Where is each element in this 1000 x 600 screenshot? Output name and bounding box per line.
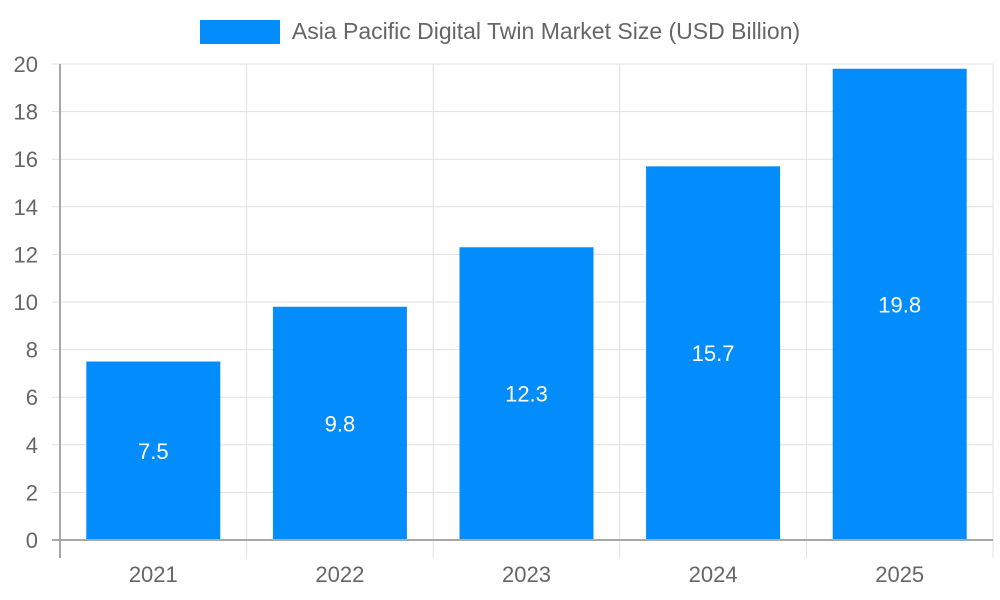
x-tick-label: 2021 xyxy=(129,562,178,587)
x-tick-label: 2023 xyxy=(502,562,551,587)
bar-value-label: 12.3 xyxy=(505,382,548,407)
y-tick-label: 20 xyxy=(14,52,38,77)
y-tick-label: 0 xyxy=(26,528,38,553)
y-tick-label: 16 xyxy=(14,147,38,172)
y-tick-label: 8 xyxy=(26,338,38,363)
x-tick-label: 2024 xyxy=(689,562,738,587)
y-tick-label: 2 xyxy=(26,480,38,505)
bar-2023[interactable] xyxy=(459,247,594,540)
bar-value-label: 7.5 xyxy=(138,439,169,464)
legend-swatch[interactable] xyxy=(199,19,280,44)
chart-legend: Asia Pacific Digital Twin Market Size (U… xyxy=(0,18,1000,45)
legend-label[interactable]: Asia Pacific Digital Twin Market Size (U… xyxy=(291,18,801,44)
y-tick-label: 10 xyxy=(14,290,38,315)
bar-2021[interactable] xyxy=(86,361,221,541)
bar-2025[interactable] xyxy=(832,68,967,540)
bar-2022[interactable] xyxy=(272,306,407,540)
y-tick-label: 4 xyxy=(26,433,38,458)
y-tick-label: 14 xyxy=(14,195,38,220)
y-tick-label: 12 xyxy=(14,242,38,267)
y-tick-label: 18 xyxy=(14,100,38,125)
bar-value-label: 9.8 xyxy=(325,411,356,436)
bar-2024[interactable] xyxy=(646,166,781,540)
y-tick-label: 6 xyxy=(26,385,38,410)
x-tick-label: 2025 xyxy=(875,562,924,587)
bar-value-label: 15.7 xyxy=(692,341,735,366)
x-tick-label: 2022 xyxy=(315,562,364,587)
bar-value-label: 19.8 xyxy=(878,292,921,317)
